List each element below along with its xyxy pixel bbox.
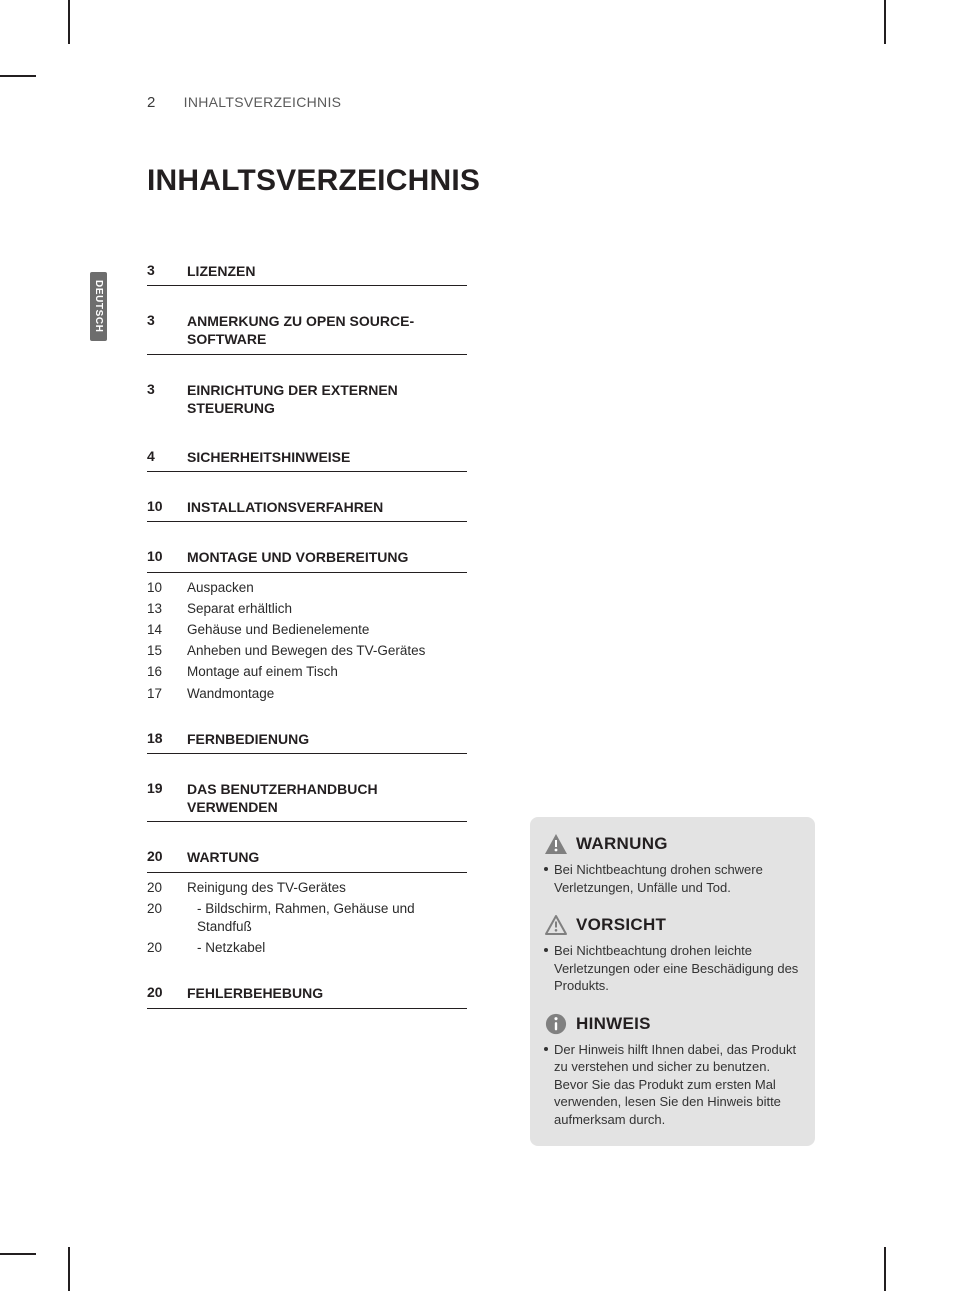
toc-page: 20 [147,939,187,957]
toc-page: 13 [147,600,187,618]
toc-subentry: 13Separat erhältlich [147,598,467,619]
toc-page: 3 [147,381,187,417]
toc-page: 18 [147,730,187,748]
toc-title: Wandmontage [187,685,274,703]
toc-entry: 10INSTALLATIONSVERFAHREN [147,492,467,522]
toc-entry: 3ANMERKUNG ZU OPEN SOURCE-SOFTWARE [147,306,467,354]
toc-title: WARTUNG [187,848,259,866]
toc-page: 17 [147,685,187,703]
notice-hinweis: HINWEIS Der Hinweis hilft Ihnen dabei, d… [544,1013,801,1129]
toc-title: INSTALLATIONSVERFAHREN [187,498,383,516]
crop-mark [884,0,886,44]
toc-page: 3 [147,312,187,348]
toc-page: 10 [147,579,187,597]
toc-title: FERNBEDIENUNG [187,730,309,748]
toc-title: Anheben und Bewegen des TV-Gerätes [187,642,425,660]
caution-icon [544,914,568,936]
toc-entry: 20WARTUNG [147,842,467,872]
toc-title: Auspacken [187,579,254,597]
toc-title: EINRICHTUNG DER EXTERNEN STEUERUNG [187,381,467,417]
toc-title: - Bildschirm, Rahmen, Gehäuse und Standf… [187,900,467,936]
toc-page: 10 [147,498,187,516]
toc-entry: 20FEHLERBEHEBUNG [147,978,467,1008]
crop-mark [0,1253,36,1255]
crop-mark [0,75,36,77]
toc-page: 15 [147,642,187,660]
notice-vorsicht: VORSICHT Bei Nichtbeachtung drohen leich… [544,914,801,995]
toc-page: 16 [147,663,187,681]
notice-warnung: WARNUNG Bei Nichtbeachtung drohen schwer… [544,833,801,896]
toc-title: FEHLERBEHEBUNG [187,984,323,1002]
table-of-contents: 3LIZENZEN3ANMERKUNG ZU OPEN SOURCE-SOFTW… [147,256,467,1009]
warning-icon [544,833,568,855]
language-tab: DEUTSCH [90,272,107,341]
notice-label: HINWEIS [576,1014,651,1034]
toc-title: - Netzkabel [187,939,265,957]
notice-label: WARNUNG [576,834,668,854]
toc-page: 20 [147,984,187,1002]
crop-mark [68,1247,70,1291]
notice-label: VORSICHT [576,915,666,935]
toc-page: 10 [147,548,187,566]
notice-text: Bei Nichtbeachtung drohen leichte Verlet… [554,942,801,995]
toc-subentry: 14Gehäuse und Bedienelemente [147,619,467,640]
toc-page: 3 [147,262,187,280]
toc-entry: 4SICHERHEITSHINWEISE [147,442,467,472]
toc-page: 20 [147,848,187,866]
toc-title: SICHERHEITSHINWEISE [187,448,350,466]
toc-entry: 19DAS BENUTZERHANDBUCH VERWENDEN [147,774,467,822]
toc-title: Separat erhältlich [187,600,292,618]
notice-text: Der Hinweis hilft Ihnen dabei, das Produ… [554,1041,801,1129]
page-title: INHALTSVERZEICHNIS [147,164,480,198]
running-title: INHALTSVERZEICHNIS [184,94,342,110]
crop-mark [68,0,70,44]
toc-subentry: 17Wandmontage [147,683,467,704]
toc-entry: 3EINRICHTUNG DER EXTERNEN STEUERUNG [147,375,467,422]
toc-title: Montage auf einem Tisch [187,663,338,681]
toc-page: 19 [147,780,187,816]
toc-title: Gehäuse und Bedienelemente [187,621,369,639]
toc-title: DAS BENUTZERHANDBUCH VERWENDEN [187,780,467,816]
toc-page: 4 [147,448,187,466]
toc-page: 20 [147,879,187,897]
running-header: 2 INHALTSVERZEICHNIS [147,94,341,111]
crop-mark [884,1247,886,1291]
page-number: 2 [147,94,156,111]
toc-title: Reinigung des TV-Gerätes [187,879,346,897]
toc-entry: 3LIZENZEN [147,256,467,286]
toc-subentry: 15Anheben und Bewegen des TV-Gerätes [147,640,467,661]
notice-text: Bei Nichtbeachtung drohen schwere Verlet… [554,861,801,896]
toc-subentry: 10Auspacken [147,577,467,598]
toc-title: ANMERKUNG ZU OPEN SOURCE-SOFTWARE [187,312,467,348]
toc-title: MONTAGE UND VORBEREITUNG [187,548,408,566]
toc-subentry: 20- Bildschirm, Rahmen, Gehäuse und Stan… [147,898,467,937]
note-icon [544,1013,568,1035]
toc-entry: 18FERNBEDIENUNG [147,724,467,754]
toc-page: 14 [147,621,187,639]
toc-subentry: 20- Netzkabel [147,937,467,958]
toc-subentry: 20Reinigung des TV-Gerätes [147,877,467,898]
toc-subentry: 16Montage auf einem Tisch [147,661,467,682]
toc-title: LIZENZEN [187,262,255,280]
toc-entry: 10MONTAGE UND VORBEREITUNG [147,542,467,572]
toc-page: 20 [147,900,187,936]
notice-box: WARNUNG Bei Nichtbeachtung drohen schwer… [530,817,815,1146]
